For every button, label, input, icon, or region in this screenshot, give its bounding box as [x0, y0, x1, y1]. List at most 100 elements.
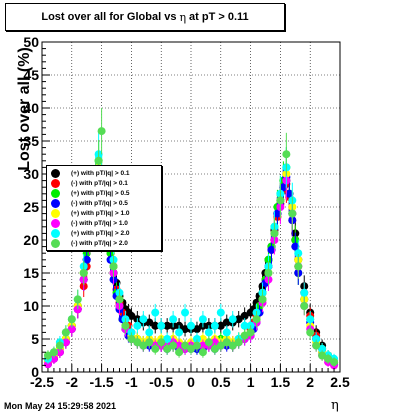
data-point: [127, 335, 136, 343]
data-point: [181, 341, 190, 350]
data-point: [163, 344, 172, 353]
data-point: [216, 321, 225, 330]
data-point: [198, 335, 207, 343]
data-point: [210, 321, 219, 330]
data-point: [61, 338, 70, 347]
data-point: [258, 295, 267, 304]
axes: -2.5 -2 -1.5 -1 -0.5 0 0.5 1 1.5 2 2.5 0 5 10 15 20 25 30…: [23, 34, 350, 390]
data-point: [49, 354, 58, 363]
legend-label: (+) with pT/|q| > 0.5: [71, 190, 130, 197]
data-point: [55, 348, 64, 357]
legend-entry: (+) with pT/|q| > 0.1: [47, 169, 161, 179]
legend-entry: (-) with pT/|q| > 0.5: [47, 199, 161, 209]
data-point: [169, 341, 178, 350]
data-point: [273, 209, 282, 218]
data-point: [276, 196, 285, 205]
y-axis-label: Lost over all (%): [16, 47, 33, 171]
x-tick-label: 1.5: [271, 374, 291, 390]
data-point: [294, 262, 303, 271]
x-tick-label: 1: [247, 374, 255, 390]
legend-marker: [51, 229, 60, 238]
data-point: [234, 338, 243, 347]
data-point: [228, 315, 237, 324]
data-point: [216, 308, 225, 317]
legend-marker: [51, 219, 60, 228]
data-point: [49, 348, 58, 357]
data-point: [264, 269, 273, 277]
x-tick-label: -1: [125, 374, 138, 390]
data-point: [252, 315, 261, 324]
data-point: [234, 315, 243, 324]
data-point: [175, 341, 184, 350]
data-point: [294, 249, 303, 258]
y-tick-label: 30: [23, 166, 39, 182]
data-point: [300, 302, 309, 310]
data-point: [192, 335, 201, 343]
data-point: [169, 315, 178, 324]
legend-label: (-) with pT/|q| > 0.1: [71, 180, 128, 187]
legend-label: (+) with pT/|q| > 1.0: [71, 210, 130, 217]
legend-entry: (-) with pT/|q| > 0.1: [47, 179, 161, 189]
y-tick-label: 15: [23, 265, 39, 281]
x-tick-label: -1.5: [90, 374, 114, 390]
legend-marker: [51, 179, 60, 188]
data-point: [288, 209, 297, 218]
title-eta-symbol: η: [179, 10, 187, 24]
data-point: [306, 328, 315, 337]
data-point: [79, 269, 88, 277]
data-point: [151, 321, 160, 330]
data-point: [279, 183, 288, 192]
data-point: [222, 328, 231, 337]
data-point: [145, 338, 154, 347]
data-point: [181, 325, 190, 334]
data-point: [115, 295, 124, 304]
legend-label: (+) with pT/|q| > 2.0: [71, 230, 130, 237]
y-tick-label: 35: [23, 133, 39, 149]
x-tick-label: -0.5: [149, 374, 173, 390]
data-point: [175, 348, 184, 357]
data-point: [133, 338, 142, 347]
data-point: [318, 344, 327, 353]
data-point: [306, 315, 315, 324]
y-tick-label: 50: [23, 34, 39, 50]
y-tick-label: 5: [31, 331, 39, 347]
data-point: [55, 341, 64, 350]
data-point: [222, 338, 231, 347]
x-axis-label: η: [331, 398, 339, 413]
y-tick-label: 20: [23, 232, 39, 248]
data-point: [312, 341, 321, 350]
data-point: [312, 335, 321, 343]
data-point: [145, 318, 154, 327]
y-tick-label: 45: [23, 67, 39, 83]
legend-marker: [51, 199, 60, 208]
data-point: [198, 348, 207, 357]
data-point: [285, 189, 294, 198]
data-point: [133, 321, 142, 330]
data-point: [198, 315, 207, 324]
data-point: [282, 150, 291, 159]
x-tick-label: -2.5: [30, 374, 54, 390]
legend-entry: (-) with pT/|q| > 1.0: [47, 219, 161, 229]
chart-title: Lost over all for Global vs η at pT > 0.…: [5, 3, 285, 31]
data-point: [139, 341, 148, 350]
data-point: [210, 338, 219, 347]
legend-label: (-) with pT/|q| > 0.5: [71, 200, 128, 207]
data-point: [267, 245, 276, 254]
data-point: [198, 341, 207, 350]
x-tick-label: 2.5: [330, 374, 350, 390]
data-point: [157, 321, 166, 330]
legend-entry: (-) with pT/|q| > 2.0: [47, 239, 161, 249]
data-point: [127, 311, 136, 320]
data-point: [291, 242, 300, 251]
data-point: [145, 328, 154, 337]
x-tick-label: 0.5: [211, 374, 231, 390]
data-point: [151, 344, 160, 353]
data-point: [73, 305, 82, 314]
data-point: [240, 331, 249, 340]
data-point: [240, 321, 249, 330]
legend-marker: [51, 209, 60, 218]
data-point: [318, 351, 327, 360]
timestamp-footer: Mon May 24 15:29:58 2021: [4, 401, 117, 411]
data-point: [43, 351, 52, 360]
title-text: Lost over all for Global vs: [41, 11, 177, 23]
